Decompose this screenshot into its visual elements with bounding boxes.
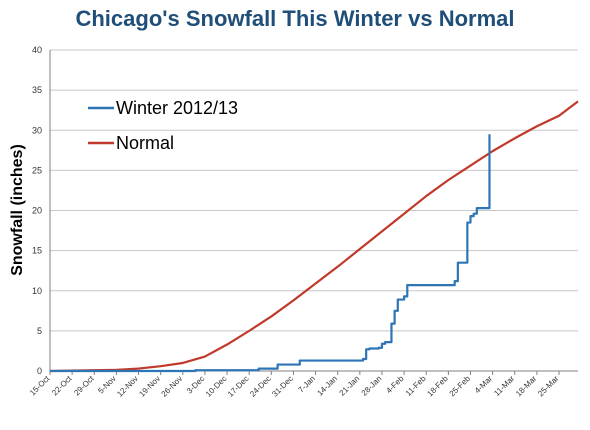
legend-label-winter: Winter 2012/13 [116, 98, 238, 118]
y-tick-label: 10 [32, 286, 42, 296]
y-tick-label: 25 [32, 165, 42, 175]
x-tick-label: 17-Dec [226, 374, 251, 399]
x-tick-label: 25-Feb [448, 374, 473, 399]
x-tick-label: 31-Dec [270, 374, 295, 399]
x-tick-label: 7-Jan [296, 374, 317, 395]
y-tick-label: 30 [32, 125, 42, 135]
x-tick-label: 11-Feb [404, 374, 428, 398]
series-line-normal [49, 100, 579, 373]
y-tick-label: 20 [32, 206, 42, 216]
x-tick-label: 4-Feb [384, 374, 406, 396]
y-axis-label: Snowfall (inches) [9, 144, 26, 276]
x-tick-label: 21-Jan [338, 374, 362, 398]
x-tick-label: 18-Mar [514, 374, 539, 399]
series-line-winter [50, 134, 491, 373]
x-tick-label: 29-Oct [72, 374, 96, 398]
x-tick-label: 25-Mar [536, 374, 561, 399]
x-tick-label: 28-Jan [360, 374, 384, 398]
series-lines [49, 100, 579, 373]
chart-title: Chicago's Snowfall This Winter vs Normal [75, 6, 515, 31]
legend-label-normal: Normal [116, 133, 174, 153]
y-tick-label: 40 [32, 45, 42, 55]
x-tick-label: 19-Nov [137, 374, 162, 399]
y-tick-labels: 0 5 10 15 20 25 30 35 40 [32, 45, 42, 376]
y-tick-label: 35 [32, 85, 42, 95]
x-tick-label: 4-Mar [473, 374, 494, 395]
y-tick-label: 0 [37, 366, 42, 376]
x-tick-label: 14-Jan [315, 374, 339, 398]
x-tick-label: 26-Nov [160, 374, 185, 399]
legend: Winter 2012/13 Normal [88, 98, 238, 153]
x-tick-label: 10-Dec [204, 374, 229, 399]
y-tick-label: 5 [37, 326, 42, 336]
x-tick-label: 24-Dec [248, 374, 273, 399]
x-tick-label: 18-Feb [425, 374, 450, 399]
x-tick-label: 15-Oct [28, 374, 52, 398]
x-tick-label: 11-Mar [492, 374, 516, 398]
x-tick-label: 22-Oct [50, 374, 74, 398]
y-tick-label: 15 [32, 246, 42, 256]
x-tick-label: 12-Nov [115, 374, 140, 399]
